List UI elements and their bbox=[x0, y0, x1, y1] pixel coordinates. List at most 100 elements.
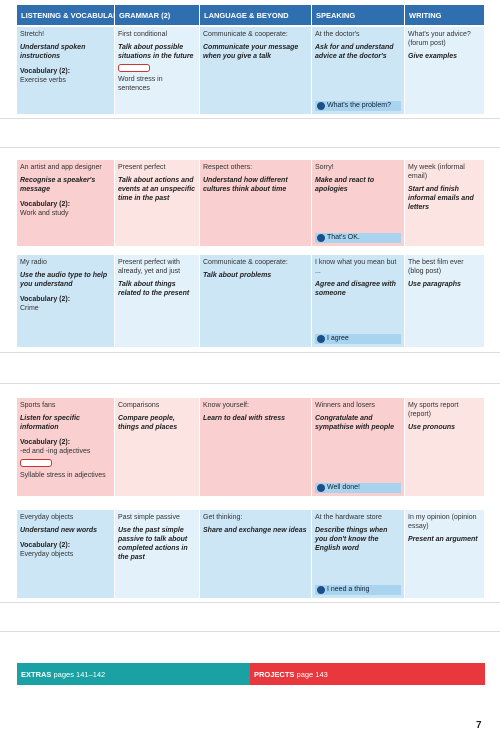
cell: Comparisons Compare people, things and pl… bbox=[115, 398, 200, 496]
video-button: I need a thing bbox=[315, 585, 401, 595]
pronunciation: Word stress in sentences bbox=[118, 76, 163, 93]
lesson-focus: Make and react to apologies bbox=[315, 177, 375, 194]
lesson-focus: Talk about possible situations in the fu… bbox=[118, 44, 194, 61]
lesson-focus: Give examples bbox=[408, 53, 458, 61]
lesson-focus: Use the past simple passive to talk abou… bbox=[118, 527, 188, 562]
lesson-title: Stretch! bbox=[20, 31, 45, 38]
lesson-focus: Understand new words bbox=[20, 527, 98, 535]
lesson-focus: Describe things when you don't know the … bbox=[315, 527, 388, 553]
lesson-focus: Recognise a speaker's message bbox=[20, 177, 96, 194]
lesson-focus: Communicate your message when you give a… bbox=[203, 44, 299, 61]
lesson-focus: Agree and disagree with someone bbox=[315, 281, 396, 298]
cell: My week (informal email) Start and finish… bbox=[405, 160, 485, 246]
cell: Respect others: Understand how different … bbox=[200, 160, 312, 246]
lesson-title: My radio bbox=[20, 259, 47, 266]
extras-label: EXTRAS bbox=[21, 669, 52, 679]
lesson-title: I know what you mean but ... bbox=[315, 259, 397, 276]
lesson-title: Present perfect with already, yet and ju… bbox=[118, 259, 181, 276]
lesson-title: Present perfect bbox=[118, 164, 166, 171]
lesson-focus: Use paragraphs bbox=[408, 281, 461, 289]
vocab: -ed and -ing adjectives bbox=[20, 448, 91, 456]
projects-pages: page 143 bbox=[296, 669, 328, 679]
lesson-title: Past simple passive bbox=[118, 514, 180, 521]
lesson-title: Sports fans bbox=[20, 402, 56, 409]
lesson-title: What's your advice? (forum post) bbox=[408, 31, 471, 48]
cell: Present perfect Talk about actions and ev… bbox=[115, 160, 200, 246]
column-header: WRITING bbox=[405, 5, 485, 25]
projects-label: PROJECTS bbox=[254, 669, 295, 679]
cell: In my opinion (opinion essay) Present an … bbox=[405, 510, 485, 598]
lesson-focus: Use the audio type to help you understan… bbox=[20, 272, 108, 289]
lesson-title: My sports report (report) bbox=[408, 402, 459, 419]
blank-row bbox=[0, 352, 500, 384]
cell: What's your advice? (forum post) Give exa… bbox=[405, 27, 485, 114]
vocab: Exercise verbs bbox=[20, 77, 66, 85]
lesson-focus: Understand how different cultures think … bbox=[203, 177, 288, 194]
lesson-title: At the hardware store bbox=[315, 514, 382, 521]
lesson-title: Respect others: bbox=[203, 164, 253, 171]
cell: The best film ever (blog post) Use paragr… bbox=[405, 255, 485, 347]
lesson-focus: Talk about actions and events at an unsp… bbox=[118, 177, 196, 203]
column-header: GRAMMAR (2) bbox=[115, 5, 200, 25]
cell: Know yourself: Learn to deal with stress bbox=[200, 398, 312, 496]
video-button: I agree bbox=[315, 334, 401, 344]
lesson-focus: Talk about things related to the present bbox=[118, 281, 190, 298]
page-number: 7 bbox=[476, 720, 482, 731]
lesson-title: My week (informal email) bbox=[408, 164, 465, 181]
lesson-title: Winners and losers bbox=[315, 402, 375, 409]
lesson-title: Comparisons bbox=[118, 402, 160, 409]
lesson-focus: Use pronouns bbox=[408, 424, 456, 432]
lesson-title: Get thinking: bbox=[203, 514, 243, 521]
cell: An artist and app designer Recognise a sp… bbox=[17, 160, 115, 246]
lesson-title: The best film ever (blog post) bbox=[408, 259, 464, 276]
lesson-focus: Ask for and understand advice at the doc… bbox=[315, 44, 394, 61]
pronunciation: Syllable stress in adjectives bbox=[20, 471, 106, 479]
lesson-focus: Start and finish informal emails and let… bbox=[408, 186, 474, 212]
vocab-label: Vocabulary (2): bbox=[20, 68, 71, 76]
blank-row bbox=[0, 602, 500, 632]
lesson-focus: Talk about problems bbox=[203, 272, 272, 280]
lesson-title: Communicate & cooperate: bbox=[203, 259, 288, 266]
cell: Present perfect with already, yet and ju… bbox=[115, 255, 200, 347]
cell: I know what you mean but ... Agree and di… bbox=[312, 255, 405, 347]
video-button: That's OK. bbox=[315, 233, 401, 243]
lesson-title: Everyday objects bbox=[20, 514, 74, 521]
lesson-focus: Present an argument bbox=[408, 536, 478, 544]
cell: First conditional Talk about possible sit… bbox=[115, 27, 200, 114]
lesson-focus: Listen for specific information bbox=[20, 415, 80, 432]
cell: Past simple passive Use the past simple p… bbox=[115, 510, 200, 598]
cell: Winners and losers Congratulate and sympa… bbox=[312, 398, 405, 496]
lesson-title: Sorry! bbox=[315, 164, 334, 171]
cell: Stretch! Understand spoken instructions Vo… bbox=[17, 27, 115, 114]
lesson-title: Know yourself: bbox=[203, 402, 249, 409]
extras-bar: EXTRAS pages 141–142 bbox=[17, 663, 250, 685]
vocab-label: Vocabulary (2): bbox=[20, 296, 71, 304]
column-header: LISTENING & VOCABULARY bbox=[17, 5, 115, 25]
lesson-title: An artist and app designer bbox=[20, 164, 102, 171]
vocab-label: Vocabulary (2): bbox=[20, 201, 71, 209]
cell: Everyday objects Understand new words Voca… bbox=[17, 510, 115, 598]
cell: Sports fans Listen for specific informati… bbox=[17, 398, 115, 496]
vocab-label: Vocabulary (2): bbox=[20, 439, 71, 447]
blank-row bbox=[0, 118, 500, 148]
vocab: Work and study bbox=[20, 210, 69, 218]
lesson-title: At the doctor's bbox=[315, 31, 360, 38]
lesson-title: Communicate & cooperate: bbox=[203, 31, 288, 38]
lesson-focus: Learn to deal with stress bbox=[203, 415, 286, 423]
vocab: Everyday objects bbox=[20, 551, 74, 559]
lesson-focus: Understand spoken instructions bbox=[20, 44, 86, 61]
cell: Communicate & cooperate: Talk about probl… bbox=[200, 255, 312, 347]
video-button: What's the problem? bbox=[315, 101, 401, 111]
extras-pages: pages 141–142 bbox=[53, 669, 106, 679]
lesson-title: First conditional bbox=[118, 31, 168, 38]
lesson-focus: Share and exchange new ideas bbox=[203, 527, 307, 535]
pronunciation-icon bbox=[118, 64, 150, 73]
lesson-focus: Congratulate and sympathise with people bbox=[315, 415, 394, 432]
cell: Communicate & cooperate: Communicate your… bbox=[200, 27, 312, 114]
column-header: SPEAKING bbox=[312, 5, 405, 25]
lesson-title: In my opinion (opinion essay) bbox=[408, 514, 477, 531]
cell: My radio Use the audio type to help you u… bbox=[17, 255, 115, 347]
column-header: LANGUAGE & BEYOND bbox=[200, 5, 312, 25]
lesson-focus: Compare people, things and places bbox=[118, 415, 178, 432]
